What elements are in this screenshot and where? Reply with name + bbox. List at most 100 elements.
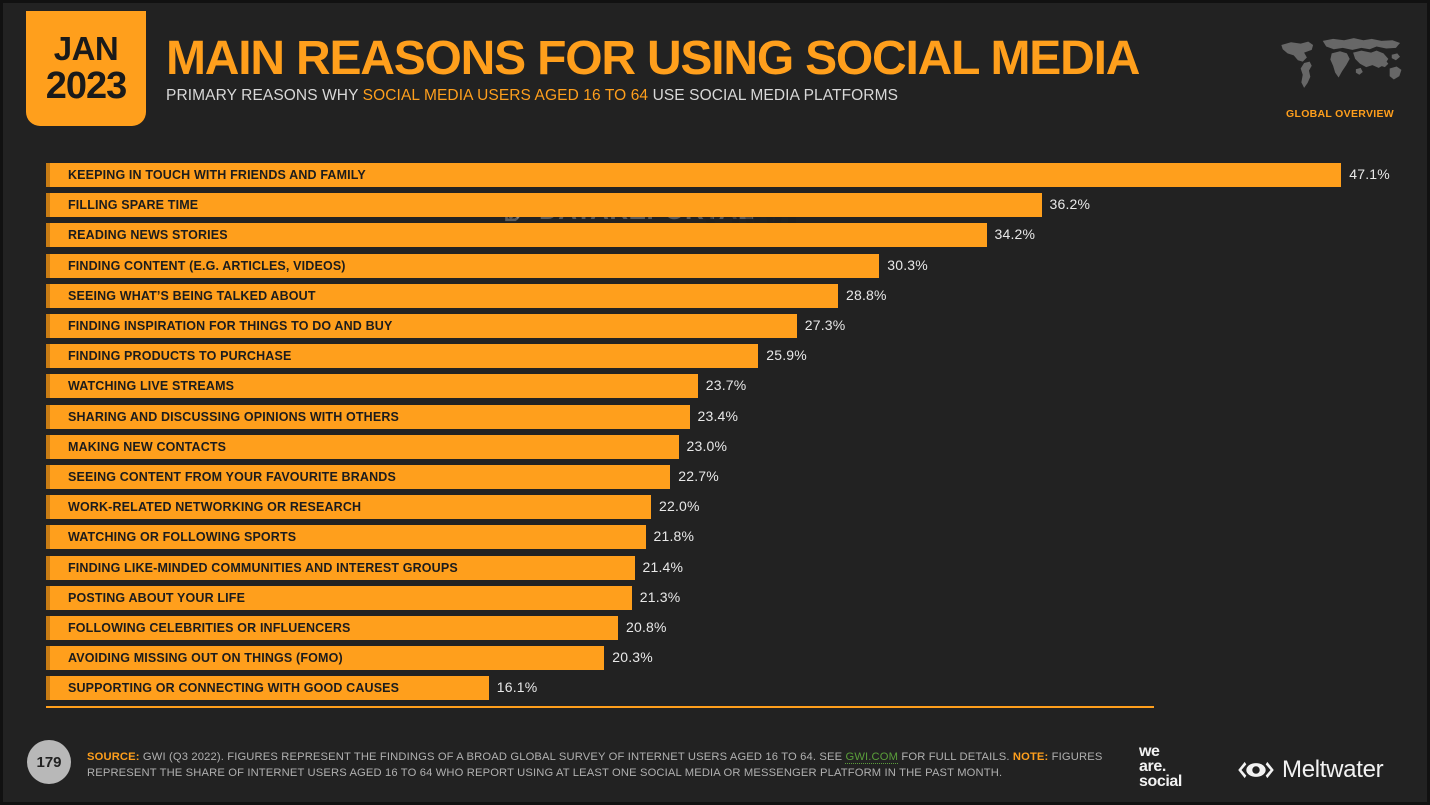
chart-bar: MAKING NEW CONTACTS (46, 434, 679, 459)
chart-bar-value: 20.8% (626, 619, 667, 635)
chart-bar-label: FOLLOWING CELEBRITIES OR INFLUENCERS (68, 621, 351, 635)
logo-line-2: are. (1139, 758, 1166, 776)
chart-bar-row: SUPPORTING OR CONNECTING WITH GOOD CAUSE… (3, 676, 1427, 701)
chart-bar-row: KEEPING IN TOUCH WITH FRIENDS AND FAMILY… (3, 163, 1427, 187)
chart-bar-value: 21.8% (653, 528, 695, 545)
chart-bar-label: WATCHING LIVE STREAMS (68, 379, 235, 394)
chart-bar-row: FINDING INSPIRATION FOR THINGS TO DO AND… (3, 314, 1427, 338)
chart-bar: WORK-RELATED NETWORKING OR RESEARCH (46, 495, 651, 520)
note-body: FIGURES REPRESENT THE SHARE OF INTERNET … (87, 751, 1103, 780)
chart-bar-value: 22.7% (678, 468, 719, 484)
chart-bar-label: FINDING PRODUCTS TO PURCHASE (68, 349, 292, 364)
chart-bar-row: SEEING CONTENT FROM YOUR FAVOURITE BRAND… (3, 465, 1427, 489)
chart-bar: POSTING ABOUT YOUR LIFE (46, 585, 632, 610)
gwi-link[interactable]: GWI.COM (845, 751, 899, 764)
chart-bar-value: 21.3% (639, 588, 681, 605)
chart-bar-value: 23.0% (686, 437, 728, 454)
chart-bar: WATCHING LIVE STREAMS (46, 374, 698, 399)
subtitle-pre: PRIMARY REASONS WHY (166, 87, 363, 104)
chart-bar-value: 25.9% (766, 347, 807, 364)
date-month: JAN (53, 30, 119, 67)
chart-bar: SEEING CONTENT FROM YOUR FAVOURITE BRAND… (46, 465, 671, 489)
chart-bar: KEEPING IN TOUCH WITH FRIENDS AND FAMILY (46, 163, 1342, 187)
subtitle-post: USE SOCIAL MEDIA PLATFORMS (648, 87, 899, 104)
subtitle-highlight: SOCIAL MEDIA USERS AGED 16 TO 64 (362, 87, 649, 104)
source-body-1: GWI (Q3 2022). FIGURES REPRESENT THE FIN… (139, 751, 846, 763)
chart-bar-row: WATCHING LIVE STREAMS 23.7% (3, 374, 1427, 399)
logo-line-3: social (1139, 773, 1182, 791)
chart-bar-label: WATCHING OR FOLLOWING SPORTS (68, 530, 297, 545)
note-keyword: NOTE: (1012, 751, 1049, 763)
chart-bar-row: READING NEWS STORIES 34.2% (3, 223, 1427, 248)
chart-bar-row: AVOIDING MISSING OUT ON THINGS (FOMO) 20.… (3, 646, 1427, 671)
chart-bar-value: 22.0% (659, 498, 700, 515)
chart-bar-row: WORK-RELATED NETWORKING OR RESEARCH 22.0% (3, 495, 1427, 520)
chart-bar-value: 23.7% (705, 377, 747, 394)
chart-bar-label: WORK-RELATED NETWORKING OR RESEARCH (68, 500, 362, 515)
chart-bar-value: 30.3% (887, 256, 928, 273)
chart-bar: READING NEWS STORIES (46, 223, 987, 248)
source-keyword: SOURCE: (87, 751, 140, 763)
chart-bar-row: FINDING LIKE-MINDED COMMUNITIES AND INTE… (3, 555, 1427, 580)
chart-bar: SEEING WHAT’S BEING TALKED ABOUT (46, 283, 838, 308)
chart-bar-row: FILLING SPARE TIME 36.2% (3, 193, 1427, 218)
chart-bar-row: WATCHING OR FOLLOWING SPORTS 21.8% (3, 525, 1427, 550)
source-note: SOURCE: GWI (Q3 2022). FIGURES REPRESENT… (87, 749, 1107, 781)
chart-bar-value: 23.4% (697, 407, 739, 424)
chart-bar-value: 27.3% (804, 317, 846, 333)
header: JAN 2023 MAIN REASONS FOR USING SOCIAL M… (3, 3, 1427, 143)
chart-bar-value: 28.8% (846, 286, 887, 303)
meltwater-eye-icon (1238, 761, 1274, 779)
chart-bar-row: FOLLOWING CELEBRITIES OR INFLUENCERS 20.8… (3, 616, 1427, 640)
chart-bar-label: FINDING CONTENT (E.G. ARTICLES, VIDEOS) (68, 258, 346, 273)
chart-bar-label: FILLING SPARE TIME (68, 198, 199, 213)
chart-bar-row: MAKING NEW CONTACTS 23.0% (3, 434, 1427, 459)
date-badge: JAN 2023 (26, 11, 146, 126)
chart-bar-value: 16.1% (496, 679, 538, 696)
footer: 179 SOURCE: GWI (Q3 2022). FIGURES REPRE… (3, 708, 1427, 802)
chart-bar-value: 34.2% (994, 226, 1036, 243)
chart-bar-value: 21.4% (642, 558, 684, 575)
chart-bar-label: AVOIDING MISSING OUT ON THINGS (FOMO) (68, 651, 343, 666)
chart-bar-label: READING NEWS STORIES (68, 228, 228, 243)
page-title: MAIN REASONS FOR USING SOCIAL MEDIA (166, 32, 1140, 85)
chart-bar: FINDING CONTENT (E.G. ARTICLES, VIDEOS) (46, 253, 880, 278)
global-overview-label: GLOBAL OVERVIEW (1286, 108, 1394, 120)
chart-bar-row: FINDING PRODUCTS TO PURCHASE 25.9% (3, 344, 1427, 369)
chart-bar: FILLING SPARE TIME (46, 193, 1042, 218)
chart-bar-label: POSTING ABOUT YOUR LIFE (68, 590, 246, 605)
chart-bar-row: SEEING WHAT’S BEING TALKED ABOUT 28.8% (3, 283, 1427, 308)
world-map-icon (1281, 38, 1402, 88)
meltwater-logo: Meltwater (1235, 756, 1384, 784)
chart-bar: FINDING INSPIRATION FOR THINGS TO DO AND… (46, 314, 797, 338)
meltwater-wordmark: Meltwater (1282, 756, 1384, 783)
chart-bar-label: SEEING CONTENT FROM YOUR FAVOURITE BRAND… (68, 470, 396, 484)
chart-bar: FINDING LIKE-MINDED COMMUNITIES AND INTE… (46, 555, 635, 580)
chart-bar-row: SHARING AND DISCUSSING OPINIONS WITH OTH… (3, 404, 1427, 429)
we-are-social-logo: we are. social (1139, 743, 1182, 791)
chart-bar: AVOIDING MISSING OUT ON THINGS (FOMO) (46, 646, 605, 671)
chart-bar-value: 36.2% (1049, 196, 1091, 213)
chart-bar: FINDING PRODUCTS TO PURCHASE (46, 344, 759, 369)
chart-bar-label: SHARING AND DISCUSSING OPINIONS WITH OTH… (68, 409, 400, 424)
page-subtitle: PRIMARY REASONS WHY SOCIAL MEDIA USERS A… (166, 87, 898, 105)
chart-bar-row: POSTING ABOUT YOUR LIFE 21.3% (3, 585, 1427, 610)
date-year: 2023 (45, 65, 128, 107)
chart-bar: FOLLOWING CELEBRITIES OR INFLUENCERS (46, 616, 618, 640)
chart-bar-label: FINDING LIKE-MINDED COMMUNITIES AND INTE… (68, 560, 458, 575)
chart-bar-label: KEEPING IN TOUCH WITH FRIENDS AND FAMILY (68, 168, 366, 182)
chart-bar-label: SEEING WHAT’S BEING TALKED ABOUT (68, 288, 316, 303)
chart-bar-row: FINDING CONTENT (E.G. ARTICLES, VIDEOS) 3… (3, 253, 1427, 278)
source-body-2: FOR FULL DETAILS. (898, 751, 1013, 763)
chart-bar-value: 47.1% (1349, 166, 1390, 182)
chart-bar-label: SUPPORTING OR CONNECTING WITH GOOD CAUSE… (68, 681, 400, 696)
footer-divider (46, 706, 1154, 708)
chart-bar: SUPPORTING OR CONNECTING WITH GOOD CAUSE… (46, 676, 489, 701)
chart-bar-value: 20.3% (612, 649, 653, 666)
page-number-badge: 179 (27, 740, 71, 784)
bar-chart: KEEPING IN TOUCH WITH FRIENDS AND FAMILY… (3, 163, 1427, 708)
chart-bar-label: FINDING INSPIRATION FOR THINGS TO DO AND… (68, 319, 393, 333)
chart-bar: WATCHING OR FOLLOWING SPORTS (46, 525, 646, 550)
chart-bar-label: MAKING NEW CONTACTS (68, 439, 227, 454)
